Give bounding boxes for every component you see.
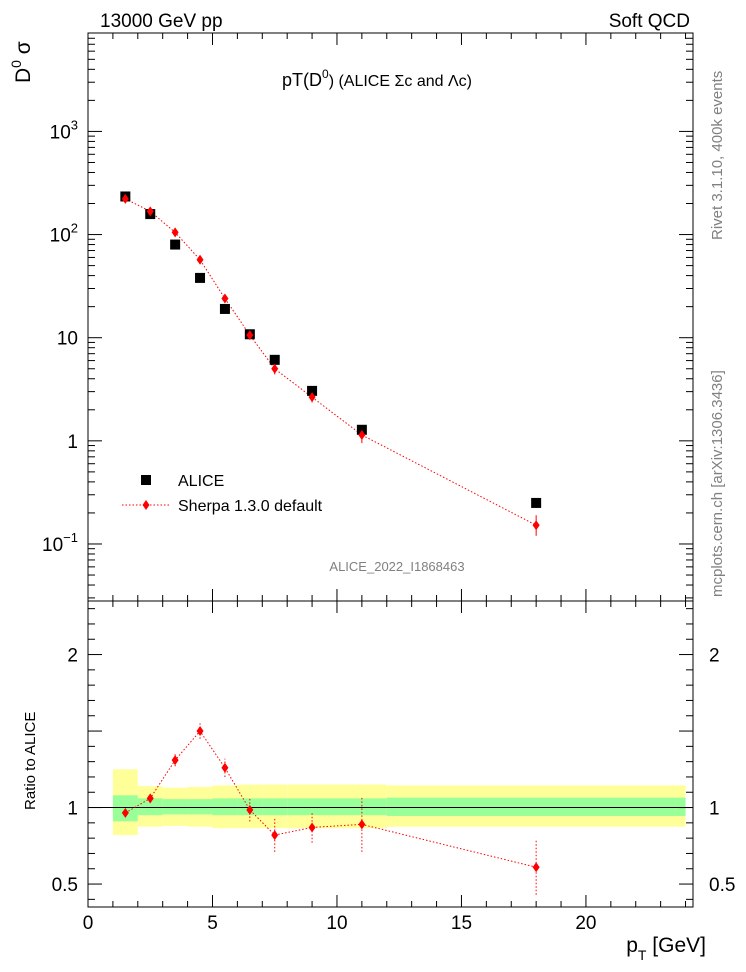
y-tick-label: 102 <box>50 221 78 247</box>
ratio-mc-point <box>196 726 204 737</box>
mc-point <box>196 254 204 265</box>
legend-mc-marker <box>142 500 150 510</box>
band-inner-8 <box>336 798 387 816</box>
mc-point <box>308 392 316 403</box>
ratio-frame <box>87 600 694 908</box>
mc-point <box>221 293 229 304</box>
ratio-mc-line <box>125 730 537 868</box>
band-inner-9 <box>386 797 686 816</box>
ratio-y-tick-label: 0.5 <box>52 875 78 896</box>
ratio-mc-point <box>171 755 179 766</box>
legend-data-label: ALICE <box>178 473 224 490</box>
mc-point <box>271 363 279 374</box>
ratio-y-tick-label: 1 <box>67 799 78 820</box>
plot-title: pT(D0) (ALICE Σc and Λc) <box>282 67 472 90</box>
mc-point <box>532 520 540 531</box>
ratio-mc-point <box>271 830 279 841</box>
ratio-mc-point <box>121 807 129 818</box>
mc-point <box>146 206 154 217</box>
analysis-watermark: ALICE_2022_I1868463 <box>329 559 464 574</box>
y-tick-label: 1 <box>67 432 78 453</box>
x-tick-label: 15 <box>451 913 472 934</box>
ratio-y-tick-label-right: 1 <box>709 799 720 820</box>
ratio-xlabel: pT [GeV] <box>626 934 706 963</box>
ratio-mc-point <box>221 762 229 773</box>
band-inner-7 <box>287 798 337 816</box>
x-tick-label: 10 <box>326 913 347 934</box>
ratio-panel: 0 5 10 15 20 0.5 0.5 1 1 2 2 <box>52 600 735 934</box>
ratio-mc-point <box>358 819 366 830</box>
mcplots-label: mcplots.cern.ch [arXiv:1306.3436] <box>709 370 726 597</box>
ratio-y-tick-label-right: 2 <box>709 646 720 667</box>
main-ylabel: D0 σ <box>8 41 35 83</box>
band-inner-6 <box>262 798 288 816</box>
data-point <box>356 424 367 435</box>
ratio-y-tick-label-right: 0.5 <box>709 875 735 896</box>
mc-point <box>171 227 179 238</box>
main-frame <box>87 32 694 602</box>
rivet-label: Rivet 3.1.10, 400k events <box>709 71 726 240</box>
data-point <box>307 385 318 396</box>
y-tick-label: 10 <box>57 329 78 350</box>
ratio-mc-point <box>246 804 254 815</box>
x-tick-label: 0 <box>83 913 94 934</box>
data-point <box>531 497 542 508</box>
band-inner-2 <box>162 799 188 815</box>
data-point <box>219 303 230 314</box>
main-panel: 10−1 1 10 102 103 ALICE Sherpa 1.3.0 default <box>42 32 694 602</box>
mc-point <box>121 193 129 204</box>
ratio-ylabel: Ratio to ALICE <box>22 712 39 810</box>
ratio-mc-point <box>146 793 154 804</box>
legend-data-marker <box>141 475 151 485</box>
x-tick-label: 20 <box>575 913 596 934</box>
mc-point <box>358 429 366 440</box>
energy-label: 13000 GeV pp <box>100 11 223 32</box>
data-point <box>269 354 280 365</box>
legend-mc-label: Sherpa 1.3.0 default <box>178 498 323 515</box>
ratio-mc-point <box>308 822 316 833</box>
category-label: Soft QCD <box>609 11 690 32</box>
x-tick-label: 5 <box>207 913 218 934</box>
mc-point <box>246 330 254 341</box>
y-tick-label: 103 <box>50 117 78 143</box>
band-inner-4 <box>212 798 238 816</box>
band-inner-3 <box>187 799 213 815</box>
ratio-mc-point <box>532 862 540 873</box>
y-tick-label: 10−1 <box>42 530 78 556</box>
mc-line <box>125 198 537 526</box>
data-point <box>195 272 206 283</box>
data-point <box>170 239 181 250</box>
ratio-y-tick-label: 2 <box>67 646 78 667</box>
